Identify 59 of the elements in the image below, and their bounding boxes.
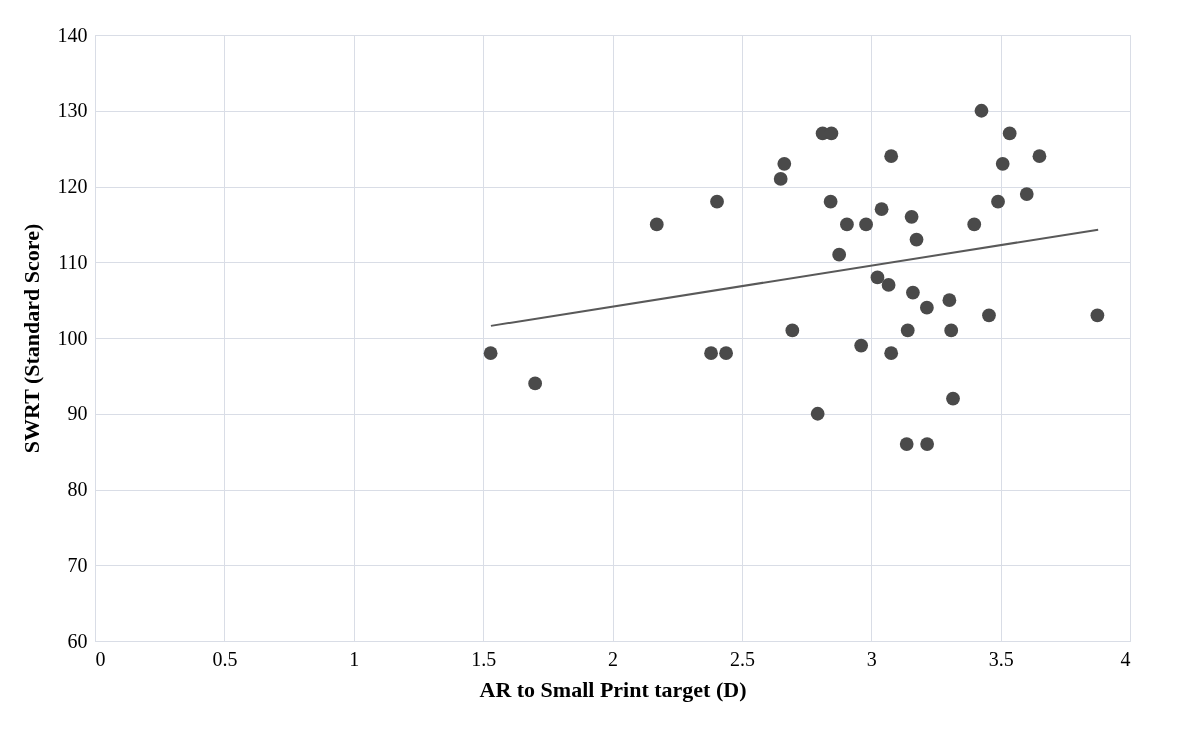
point bbox=[967, 217, 982, 232]
point bbox=[900, 323, 915, 338]
point bbox=[884, 149, 899, 164]
y-tick-label: 90 bbox=[67, 402, 88, 425]
point bbox=[881, 278, 896, 292]
point bbox=[1002, 126, 1017, 141]
y-tick-label: 110 bbox=[58, 250, 88, 273]
point bbox=[840, 217, 854, 232]
point bbox=[991, 194, 1005, 209]
point bbox=[995, 156, 1010, 171]
point bbox=[832, 247, 847, 262]
point bbox=[710, 194, 724, 209]
point bbox=[823, 194, 838, 209]
point bbox=[1019, 187, 1034, 201]
point bbox=[920, 437, 935, 451]
x-tick-label: 2 bbox=[608, 647, 618, 670]
x-tick-label: 1.5 bbox=[471, 647, 497, 670]
point bbox=[810, 406, 825, 421]
point bbox=[854, 338, 869, 353]
x-tick-label: 4 bbox=[1120, 647, 1131, 670]
point bbox=[704, 346, 718, 361]
point bbox=[1090, 308, 1105, 323]
point bbox=[982, 308, 996, 323]
point bbox=[906, 285, 920, 300]
x-tick-label: 0 bbox=[95, 647, 106, 670]
x-tick-label: 3 bbox=[866, 647, 877, 670]
point bbox=[785, 323, 800, 338]
y-tick-label: 70 bbox=[67, 553, 88, 576]
x-tick-label: 0.5 bbox=[212, 647, 238, 670]
point bbox=[528, 376, 543, 391]
y-tick-label: 130 bbox=[57, 99, 88, 122]
point bbox=[719, 346, 733, 361]
point bbox=[649, 217, 664, 232]
point bbox=[944, 323, 959, 338]
x-tick-label: 2.5 bbox=[729, 647, 755, 670]
point bbox=[773, 172, 788, 186]
x-tick-label: 3.5 bbox=[988, 647, 1014, 670]
point bbox=[946, 391, 960, 406]
y-tick-label: 80 bbox=[67, 478, 88, 500]
point bbox=[904, 209, 919, 224]
x-axis-title: AR to Small Print target (D) bbox=[479, 676, 747, 702]
point bbox=[483, 346, 498, 361]
point bbox=[777, 156, 792, 171]
point bbox=[909, 232, 924, 247]
y-tick-label: 140 bbox=[57, 23, 88, 46]
point bbox=[899, 437, 914, 451]
point bbox=[1032, 149, 1047, 164]
point bbox=[884, 346, 899, 361]
point bbox=[942, 293, 957, 307]
point bbox=[919, 300, 934, 315]
y-axis-title: SWRT (Standard Score) bbox=[18, 223, 44, 454]
x-tick-label: 1 bbox=[349, 647, 360, 670]
point bbox=[859, 217, 873, 232]
y-tick-label: 60 bbox=[67, 629, 88, 652]
point bbox=[974, 103, 989, 118]
point bbox=[870, 270, 885, 285]
y-tick-label: 120 bbox=[57, 175, 88, 197]
point bbox=[874, 202, 889, 217]
y-tick-label: 100 bbox=[57, 326, 88, 349]
